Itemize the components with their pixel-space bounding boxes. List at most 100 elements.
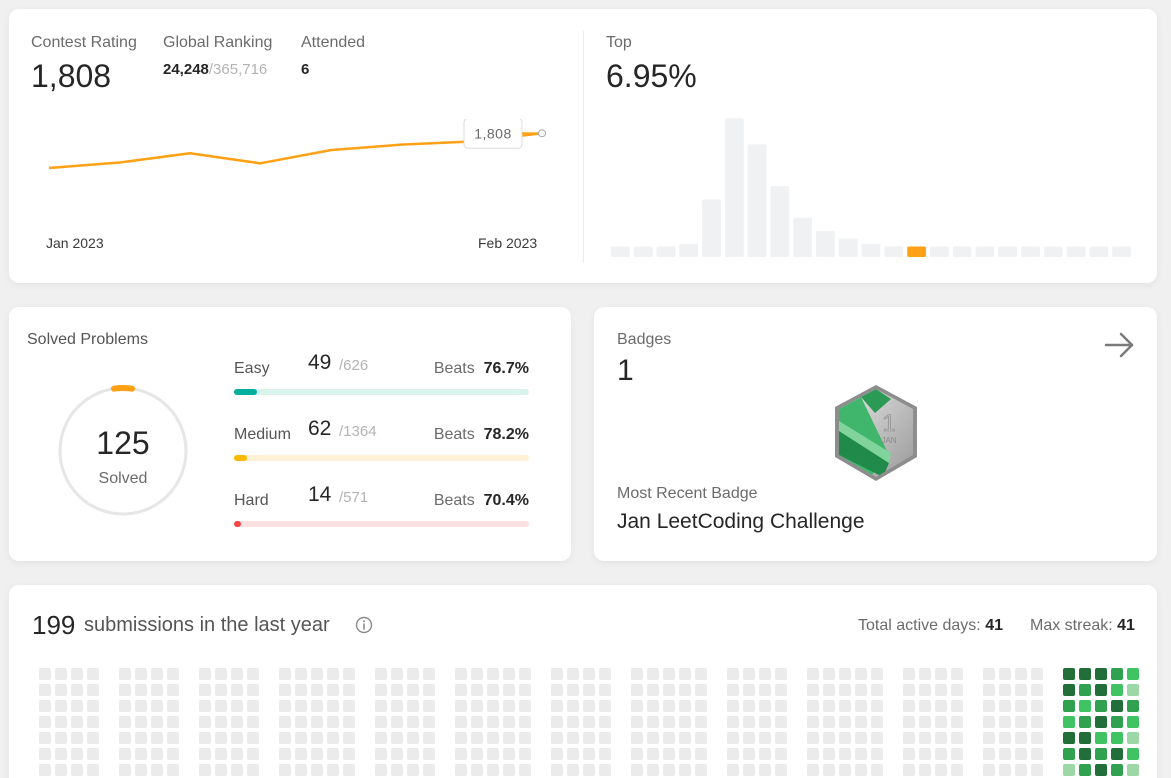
heatmap-cell <box>391 764 403 776</box>
heatmap-cell <box>375 716 387 728</box>
heatmap-cell <box>247 732 259 744</box>
info-icon[interactable] <box>355 616 373 634</box>
heatmap-cell <box>199 700 211 712</box>
heatmap-cell <box>567 732 579 744</box>
arrow-right-icon[interactable] <box>1104 331 1136 359</box>
heatmap-cell <box>119 684 131 696</box>
heatmap-cell <box>375 732 387 744</box>
heatmap-cell <box>727 668 739 680</box>
heatmap-cell <box>455 700 467 712</box>
heatmap-cell <box>487 748 499 760</box>
heatmap-cell <box>679 716 691 728</box>
heatmap-cell <box>327 700 339 712</box>
heatmap-cell <box>231 684 243 696</box>
heatmap-cell <box>679 684 691 696</box>
top-label: Top <box>606 34 632 51</box>
heatmap-cell <box>935 700 947 712</box>
heatmap-cell <box>391 668 403 680</box>
solved-problems-card: Solved Problems 125 Solved Easy 49 /626 … <box>9 307 571 561</box>
easy-progress-track <box>234 389 529 395</box>
difficulty-label: Medium <box>234 426 291 443</box>
histogram-bar <box>884 246 904 257</box>
heatmap-cell <box>71 716 83 728</box>
heatmap-cell <box>199 716 211 728</box>
heatmap-cell <box>1015 732 1027 744</box>
submission-heatmap[interactable] <box>29 667 1139 778</box>
beats-value: 76.7% <box>483 360 529 377</box>
heatmap-cell <box>567 668 579 680</box>
rating-point <box>538 129 546 138</box>
heatmap-cell <box>983 668 995 680</box>
heatmap-cell <box>519 668 531 680</box>
heatmap-cell <box>759 700 771 712</box>
heatmap-cell <box>839 684 851 696</box>
heatmap-cell <box>951 748 963 760</box>
heatmap-cell <box>903 732 915 744</box>
heatmap-cell <box>503 748 515 760</box>
heatmap-cell <box>327 668 339 680</box>
heatmap-cell <box>775 748 787 760</box>
heatmap-cell <box>599 764 611 776</box>
heatmap-cell <box>503 732 515 744</box>
heatmap-cell <box>135 668 147 680</box>
heatmap-cell <box>55 732 67 744</box>
global-ranking-value: 24,248/365,716 <box>163 61 267 78</box>
heatmap-cell <box>935 748 947 760</box>
heatmap-cell <box>199 684 211 696</box>
heatmap-cell <box>119 716 131 728</box>
heatmap-cell <box>231 716 243 728</box>
solved-count: 62 <box>308 417 332 440</box>
global-ranking-label: Global Ranking <box>163 34 273 51</box>
heatmap-cell <box>695 684 707 696</box>
rating-line-chart[interactable]: 1,808 <box>37 119 557 189</box>
heatmap-cell <box>519 748 531 760</box>
heatmap-cell <box>871 668 883 680</box>
heatmap-cell <box>951 764 963 776</box>
heatmap-cell <box>551 716 563 728</box>
heatmap-cell <box>823 764 835 776</box>
heatmap-cell <box>999 684 1011 696</box>
heatmap-cell <box>71 700 83 712</box>
hard-progress-fill <box>234 521 242 527</box>
jan-leetcoding-badge-icon[interactable]: 1 JAN <box>831 383 921 483</box>
heatmap-cell <box>727 732 739 744</box>
heatmap-cell <box>759 764 771 776</box>
heatmap-cell <box>135 732 147 744</box>
heatmap-cell <box>871 716 883 728</box>
most-recent-badge-name[interactable]: Jan LeetCoding Challenge <box>617 510 865 533</box>
heatmap-cell <box>455 684 467 696</box>
total-active-days: Total active days: 41 <box>858 617 1003 635</box>
histogram-bar <box>656 246 676 257</box>
histogram-bar <box>861 243 881 257</box>
heatmap-cell <box>327 684 339 696</box>
chart-axis-end: Feb 2023 <box>478 235 538 251</box>
heatmap-cell <box>39 716 51 728</box>
total-count: /1364 <box>339 423 377 440</box>
submission-text: submissions in the last year <box>84 614 330 636</box>
heatmap-cell <box>727 684 739 696</box>
heatmap-cell <box>151 764 163 776</box>
heatmap-cell <box>695 764 707 776</box>
heatmap-cell <box>503 716 515 728</box>
heatmap-cell <box>919 668 931 680</box>
heatmap-cell <box>87 732 99 744</box>
heatmap-cell <box>455 668 467 680</box>
heatmap-cell <box>871 700 883 712</box>
heatmap-cell <box>583 700 595 712</box>
heatmap-cell <box>167 700 179 712</box>
heatmap-cell <box>343 700 355 712</box>
heatmap-cell <box>215 732 227 744</box>
heatmap-cell <box>551 732 563 744</box>
heatmap-cell <box>391 684 403 696</box>
heatmap-cell <box>343 716 355 728</box>
heatmap-cell <box>1063 748 1075 760</box>
heatmap-cell <box>983 748 995 760</box>
heatmap-cell <box>695 748 707 760</box>
heatmap-cell <box>599 700 611 712</box>
heatmap-cell <box>471 732 483 744</box>
heatmap-cell <box>1031 668 1043 680</box>
heatmap-cell <box>343 732 355 744</box>
heatmap-cell <box>1111 732 1123 744</box>
heatmap-cell <box>407 716 419 728</box>
heatmap-cell <box>903 668 915 680</box>
